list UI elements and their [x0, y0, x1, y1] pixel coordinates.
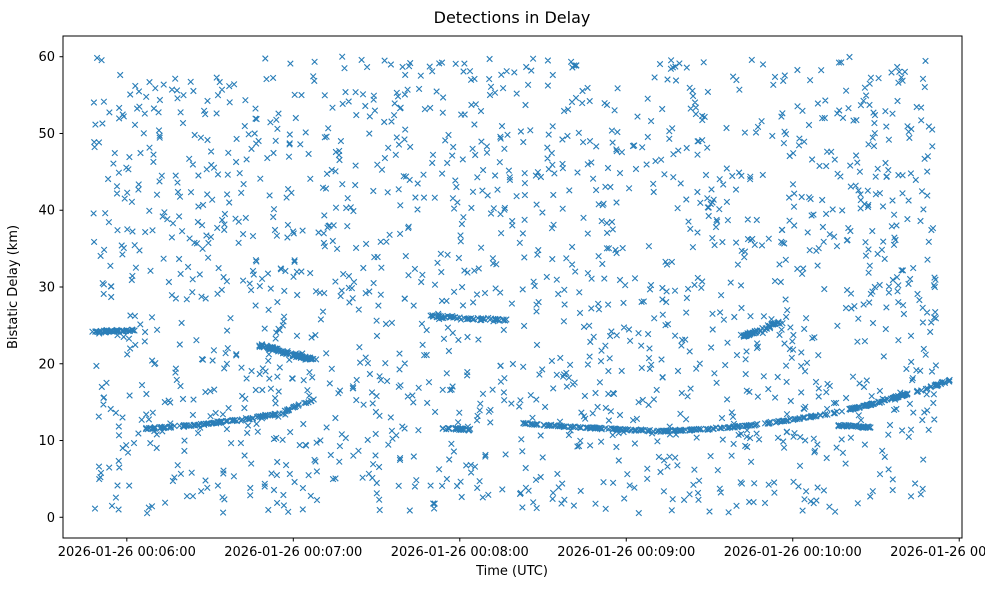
x-tick-label: 2026-01-26 00:11:00	[890, 545, 985, 560]
x-tick-label: 2026-01-26 00:09:00	[557, 545, 695, 560]
y-tick-label: 40	[38, 204, 55, 219]
y-tick-label: 20	[38, 357, 55, 372]
y-tick-label: 60	[38, 50, 55, 65]
x-axis-ticks: 2026-01-26 00:06:00 2026-01-26 00:07:00 20…	[58, 538, 985, 560]
x-axis-label: Time (UTC)	[475, 564, 548, 579]
y-axis-label: Bistatic Delay (km)	[6, 225, 21, 349]
x-tick-label: 2026-01-26 00:10:00	[724, 545, 862, 560]
x-tick-label: 2026-01-26 00:08:00	[391, 545, 529, 560]
y-axis-ticks: 0 10 20 30 40 50 60	[38, 50, 63, 526]
scatter-points	[89, 53, 953, 517]
y-tick-label: 50	[38, 127, 55, 142]
x-tick-label: 2026-01-26 00:06:00	[58, 545, 196, 560]
y-tick-label: 30	[38, 281, 55, 296]
y-tick-label: 10	[38, 434, 55, 449]
chart-title: Detections in Delay	[434, 8, 591, 27]
x-tick-label: 2026-01-26 00:07:00	[224, 545, 362, 560]
y-tick-label: 0	[47, 511, 55, 526]
